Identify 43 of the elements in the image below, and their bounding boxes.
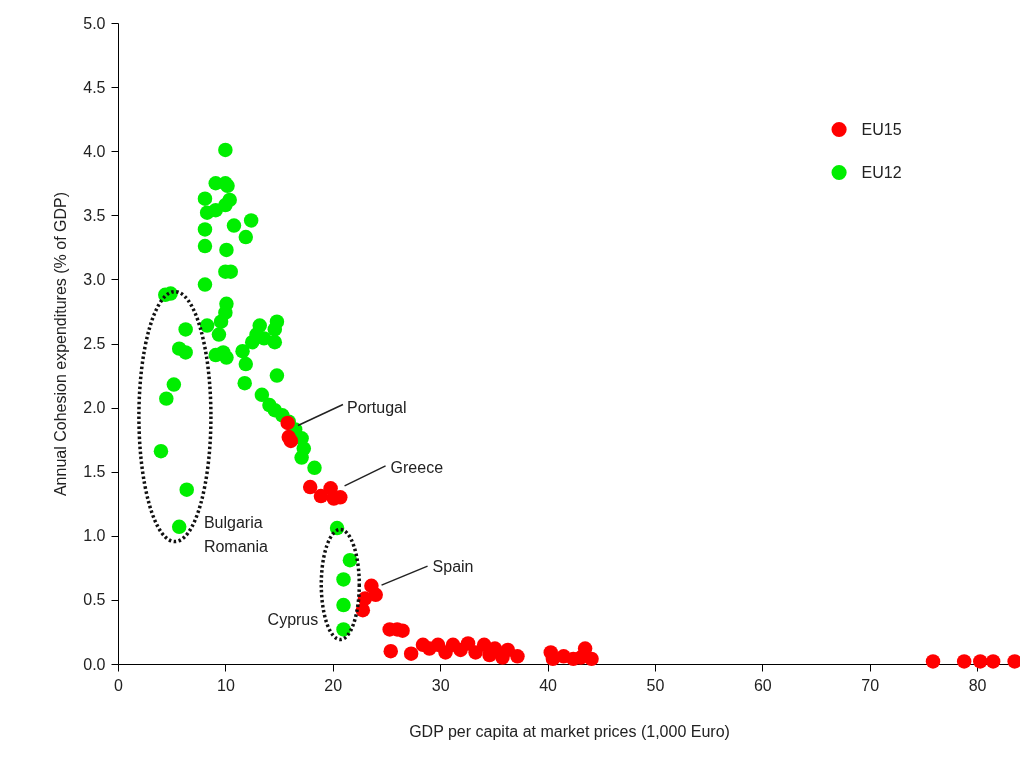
x-tick-label: 40 (539, 676, 558, 694)
y-tick-label: 1.5 (83, 463, 106, 481)
point (584, 651, 599, 667)
point (302, 479, 318, 495)
legend-label: EU12 (861, 163, 902, 181)
x-tick-label: 70 (861, 676, 880, 694)
y-tick-label: 4.0 (83, 142, 106, 160)
annotation: Greece (390, 458, 444, 476)
point (925, 654, 941, 669)
y-tick-label: 2.0 (83, 399, 106, 417)
x-tick-label: 60 (753, 676, 772, 694)
y-axis-title: Annual Cohesion expenditures (% of GDP) (52, 191, 70, 497)
point (1007, 654, 1020, 669)
y-tick-label: 0.0 (83, 655, 106, 673)
x-tick-label: 50 (646, 676, 665, 694)
point (283, 433, 299, 449)
x-tick-label: 0 (114, 676, 124, 694)
annotation: Spain (432, 558, 474, 576)
y-tick-label: 2.5 (83, 335, 106, 352)
point (577, 641, 593, 656)
point (355, 602, 371, 618)
annotation: Cyprus (267, 610, 319, 628)
x-tick-label: 20 (324, 676, 343, 694)
annotation: Bulgaria Romania (203, 513, 269, 555)
x-tick-label: 30 (431, 676, 450, 694)
y-tick-label: 1.0 (83, 527, 106, 545)
y-tick-label: 5.0 (83, 14, 106, 32)
legend-label: EU15 (861, 120, 902, 138)
point (973, 654, 988, 669)
point (313, 488, 329, 504)
y-tick-label: 3.5 (83, 206, 106, 224)
point (956, 654, 972, 669)
y-tick-label: 3.0 (83, 270, 106, 288)
point (510, 649, 525, 664)
annotation: Portugal (346, 398, 407, 416)
point (403, 646, 419, 661)
point (985, 654, 1001, 669)
y-tick-label: 0.5 (83, 591, 106, 609)
y-tick-label: 4.5 (83, 78, 106, 96)
x-axis-title: GDP per capita at market prices (1,000 Euro) (409, 722, 730, 740)
point (383, 643, 398, 659)
x-tick-label: 10 (216, 676, 235, 694)
x-tick-label: 80 (968, 676, 987, 694)
